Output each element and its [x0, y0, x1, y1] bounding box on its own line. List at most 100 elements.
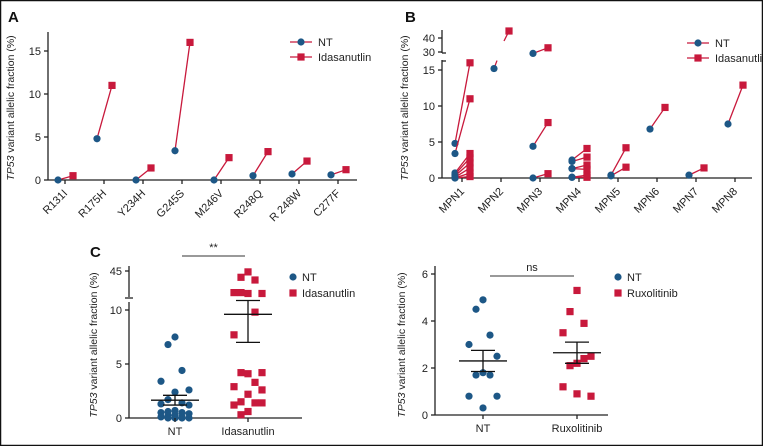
nt-point — [185, 386, 193, 394]
y-tick-label: 10 — [110, 305, 122, 317]
legend-label: NT — [715, 38, 730, 50]
treated-point — [583, 153, 591, 161]
nt-point — [568, 165, 576, 173]
nt-point — [465, 340, 473, 349]
treated-point — [580, 355, 588, 363]
nt-point — [568, 173, 576, 181]
treated-point — [566, 362, 574, 370]
panel-label-a: A — [8, 9, 19, 26]
treated-point — [303, 157, 311, 165]
legend-label: NT — [627, 272, 642, 284]
treated-point — [466, 164, 474, 172]
y-tick-label: 10 — [423, 101, 435, 113]
nt-point — [171, 388, 179, 396]
legend-label: Idasanutlin — [318, 52, 371, 64]
y-tick-label: 30 — [423, 47, 435, 59]
x-tick-label: NT — [168, 426, 183, 438]
nt-point — [479, 296, 487, 304]
treated-point — [559, 329, 567, 337]
nt-point — [289, 273, 297, 281]
pair-line — [532, 122, 549, 147]
treated-point — [587, 392, 595, 400]
treated-point — [566, 308, 574, 316]
treated-point — [297, 53, 305, 61]
nt-point — [724, 120, 732, 128]
y-axis-label-text: variant allelic fraction (%) — [396, 272, 408, 392]
treated-point — [251, 399, 259, 407]
y-axis-label-text: variant allelic fraction (%) — [399, 35, 411, 155]
treated-point — [580, 319, 588, 327]
treated-point — [147, 164, 155, 172]
treated-point — [466, 169, 474, 177]
y-tick-label: 2 — [422, 363, 428, 375]
nt-point — [472, 371, 480, 379]
nt-point — [171, 147, 179, 155]
treated-point — [739, 81, 747, 89]
nt-point — [479, 404, 487, 412]
pair-line — [454, 98, 471, 154]
nt-point — [614, 273, 622, 281]
pair-line — [454, 62, 471, 144]
treated-point — [289, 289, 297, 297]
y-axis-label-gene: TP53 — [399, 155, 411, 180]
y-tick-label: 45 — [110, 266, 122, 278]
nt-point — [157, 377, 165, 385]
legend-label: Ruxolitinib — [627, 288, 678, 300]
nt-point — [178, 414, 186, 422]
y-tick-label: 10 — [29, 89, 41, 101]
nt-point — [210, 176, 218, 184]
treated-point — [583, 144, 591, 153]
treated-point — [251, 378, 259, 386]
treated-point — [230, 383, 238, 391]
nt-point — [93, 135, 101, 143]
nt-point — [486, 371, 494, 379]
treated-point — [251, 276, 259, 284]
treated-point — [258, 399, 266, 407]
significance-label: ** — [209, 242, 218, 254]
treated-point — [237, 411, 245, 419]
treated-point — [466, 149, 474, 158]
pair-line — [610, 147, 627, 176]
treated-point — [573, 390, 581, 398]
nt-point — [288, 170, 296, 178]
nt-point — [493, 352, 501, 360]
panel-label-b: B — [405, 9, 416, 26]
treated-point — [244, 268, 252, 276]
nt-point — [472, 305, 480, 313]
treated-point — [661, 103, 669, 112]
treated-point — [237, 289, 245, 297]
treated-point — [544, 118, 552, 127]
pair-line — [174, 42, 191, 151]
nt-point — [132, 176, 140, 184]
y-tick-label: 15 — [423, 65, 435, 77]
y-tick-label: 5 — [116, 359, 122, 371]
treated-point — [622, 144, 630, 152]
pair-line — [213, 157, 230, 181]
legend-label: NT — [302, 272, 317, 284]
chart-c-idasanutlin: 0 5 10 45 TP53 variant allelic fraction (%) N… — [88, 242, 355, 438]
legend-label: Idasanutlin — [715, 53, 763, 65]
y-axis-label: TP53 variant allelic fraction (%) — [396, 272, 408, 417]
treated-point — [342, 166, 350, 174]
y-tick-label: 0 — [35, 175, 41, 187]
y-tick-label: 4 — [422, 316, 428, 328]
treated-point — [230, 289, 238, 297]
x-tick-label: Ruxolitinib — [552, 423, 603, 435]
nt-point — [178, 366, 186, 375]
treated-point — [251, 308, 259, 316]
treated-point — [237, 273, 245, 281]
nt-point — [490, 64, 498, 73]
treated-point — [466, 95, 474, 103]
nt-point — [171, 333, 179, 341]
treated-point — [258, 369, 266, 377]
y-tick-label: 0 — [422, 410, 428, 422]
treated-point — [230, 401, 238, 409]
significance-label: ns — [526, 262, 538, 274]
nt-point — [607, 172, 615, 180]
panel-label-c: C — [90, 244, 101, 261]
treated-point — [258, 289, 266, 298]
nt-point — [529, 142, 537, 150]
treated-point — [583, 165, 591, 173]
nt-point — [685, 171, 693, 179]
treated-point — [230, 331, 238, 339]
